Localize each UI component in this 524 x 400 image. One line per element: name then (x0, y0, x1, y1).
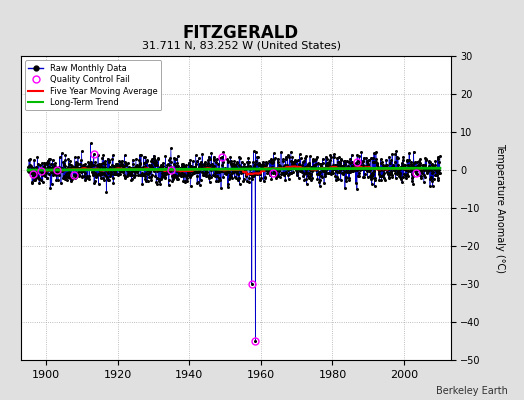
Legend: Raw Monthly Data, Quality Control Fail, Five Year Moving Average, Long-Term Tren: Raw Monthly Data, Quality Control Fail, … (25, 60, 161, 110)
Text: Berkeley Earth: Berkeley Earth (436, 386, 508, 396)
Y-axis label: Temperature Anomaly (°C): Temperature Anomaly (°C) (495, 143, 505, 273)
Text: FITZGERALD: FITZGERALD (183, 24, 299, 42)
Text: 31.711 N, 83.252 W (United States): 31.711 N, 83.252 W (United States) (141, 40, 341, 50)
